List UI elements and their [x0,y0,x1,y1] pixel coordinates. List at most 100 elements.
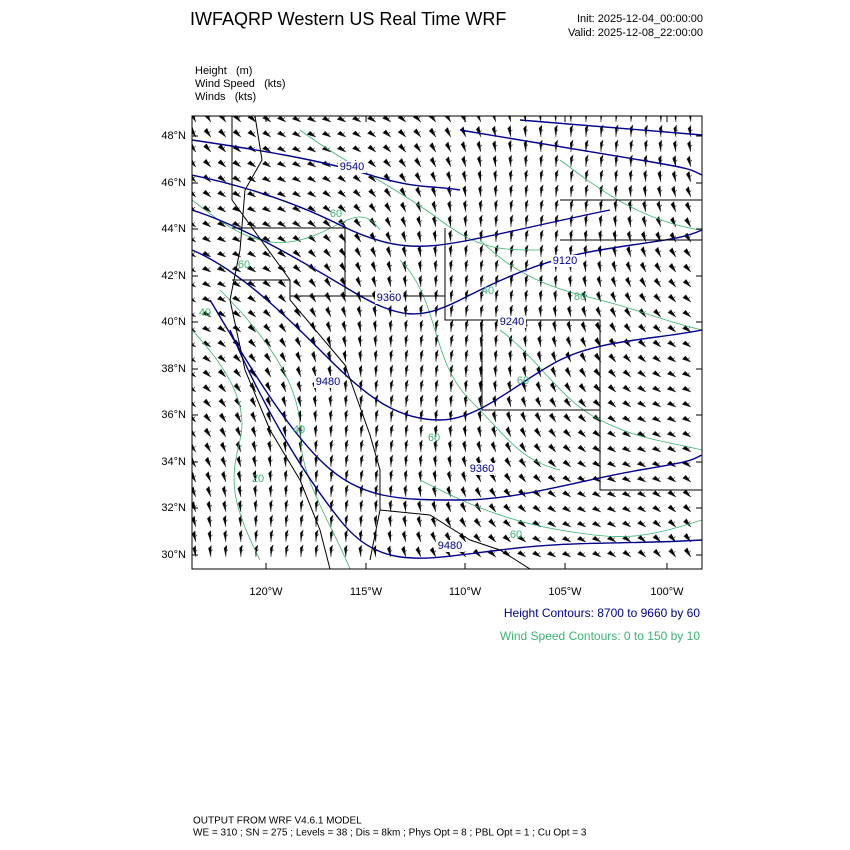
wind-barb [538,305,544,318]
wind-barb [354,261,362,273]
wind-barb [493,170,499,183]
wind-barb [547,489,557,498]
wind-barb [464,349,469,363]
wind-barb [254,514,259,528]
wind-barb [276,145,287,153]
wind-barb [208,545,213,558]
wind-barb [352,189,362,198]
wind-barb [622,353,632,363]
wind-barb [622,550,632,558]
wind-barb [358,350,364,363]
wind-barb [341,320,348,333]
wind-barb [569,184,574,198]
wind-barb [323,262,332,273]
wind-barb [404,439,409,453]
wind-barb [309,307,317,318]
wind-barb [344,514,349,528]
wind-barb [615,116,618,123]
wind-barb [434,274,439,288]
wind-barb [282,425,288,438]
wind-barb [247,160,257,168]
wind-barb [608,368,617,378]
wind-barb [295,366,302,378]
wind-barb [337,204,347,213]
wind-barb [263,338,272,348]
wind-barb [583,229,589,243]
speed-label: 60 [330,208,342,220]
wind-barb [252,455,258,468]
wind-barb [308,292,317,303]
wind-barb [384,202,392,213]
wind-barb [419,379,424,393]
wind-barb [428,116,437,123]
wind-barb [651,385,662,393]
wind-barb [402,275,408,288]
wind-barb [621,430,632,438]
wind-barb [508,155,514,168]
wind-barb [651,400,662,408]
wind-barb [652,505,662,513]
wind-barb [329,424,334,438]
wind-barb [566,320,573,333]
wind-barb [358,364,364,378]
wind-barb [417,245,423,258]
speed-label: 60 [428,432,440,444]
wind-barb [464,379,469,393]
wind-barb [207,515,213,528]
wind-barb [476,140,483,153]
wind-barb [250,411,257,423]
wind-barb [681,415,692,423]
wind-barb [246,265,257,273]
wind-barb [313,424,319,438]
wind-barb [667,355,677,363]
wind-barb [403,469,409,483]
wind-barb [192,400,197,408]
label-bg [338,161,366,173]
wind-barb [416,515,423,528]
wind-barb [314,544,319,558]
height-label: 9540 [340,161,364,173]
wind-barb [591,506,602,513]
wind-barb [655,216,662,228]
wind-barb [525,229,529,243]
wind-barb [591,491,602,498]
wind-barb [222,500,228,513]
wind-barb [192,545,198,558]
wind-barb [400,216,407,228]
wind-barb [388,319,394,333]
wind-barb [492,116,497,123]
wind-barb [592,429,602,438]
wind-barb [606,491,617,498]
wind-barb [599,154,604,168]
valid-time: Valid: 2025-12-08_22:00:00 [568,27,703,39]
lat-label: 30°N [161,549,186,561]
wind-barb [368,188,377,198]
wind-barb [216,295,227,303]
wind-barb [345,469,349,483]
wind-barb [233,368,242,378]
height-label: 9480 [316,376,340,388]
wind-barb [491,125,498,138]
wind-barb [263,352,272,363]
wind-barb [474,486,482,498]
wind-barb [666,431,677,438]
wind-barb [344,454,349,468]
wind-barb [308,278,317,288]
wind-barb [637,339,647,348]
wind-barb [267,440,273,453]
wind-barb [523,335,528,348]
wind-barb [344,409,349,423]
wind-barb [459,517,467,528]
wind-barb [299,499,304,513]
wind-barb [507,125,513,138]
wind-barb [389,469,394,483]
wind-barb [622,369,632,378]
wind-barb [397,129,407,138]
wind-barb [284,499,289,513]
wind-barb [637,385,647,393]
wind-barb [253,499,259,513]
wind-barb [569,229,574,243]
wind-barb [598,230,604,243]
wind-barb [399,187,407,198]
wind-barb [506,411,512,423]
